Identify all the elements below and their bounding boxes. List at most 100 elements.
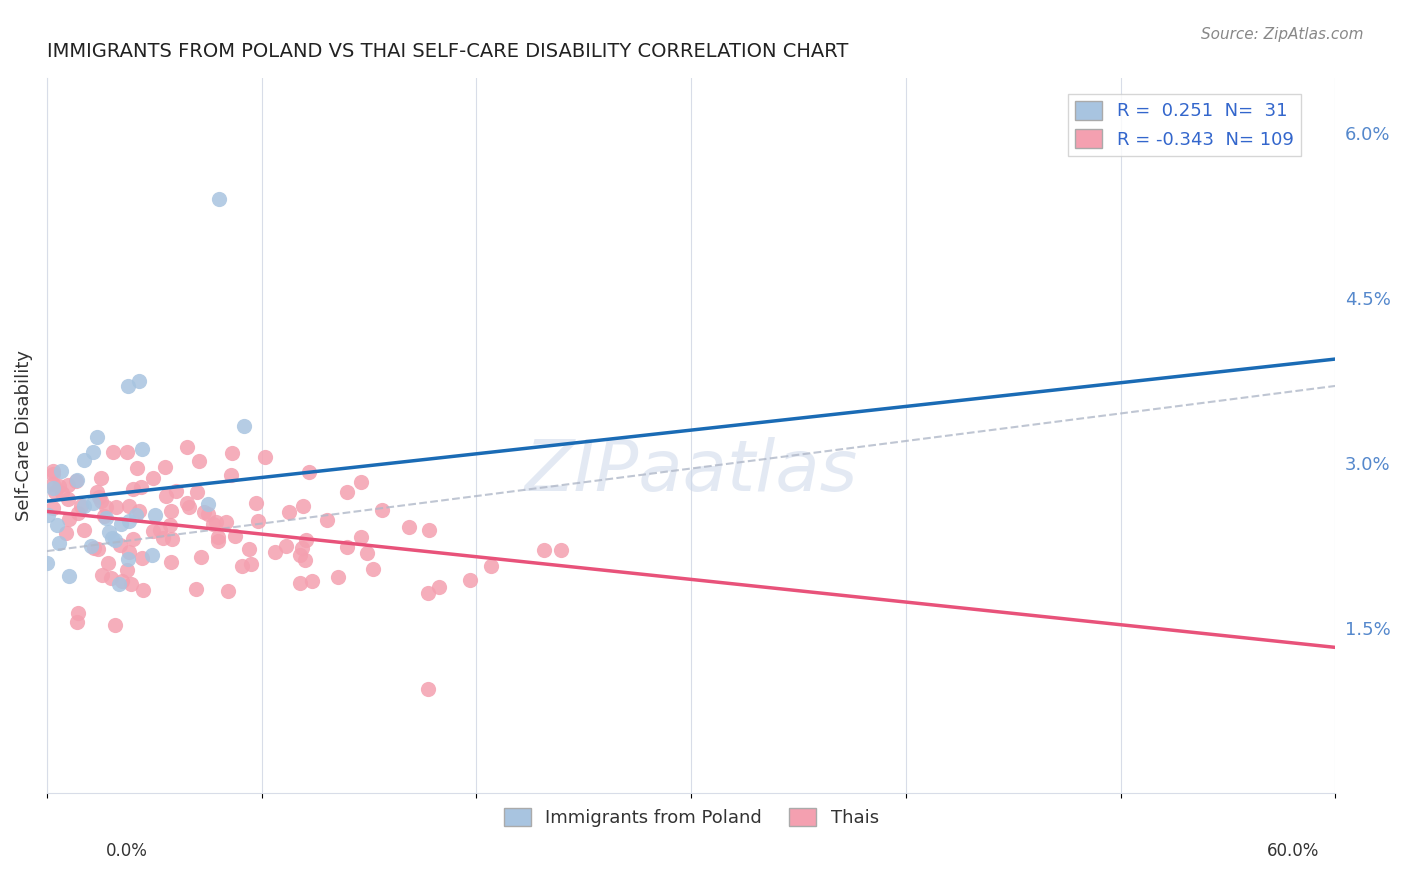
Point <box>186 485 208 500</box>
Text: 60.0%: 60.0% <box>1267 842 1320 860</box>
Point <box>214 515 236 529</box>
Point <box>83 541 105 555</box>
Point <box>128 374 150 388</box>
Point <box>117 379 139 393</box>
Point <box>96 500 118 514</box>
Point <box>550 543 572 558</box>
Point <box>533 543 555 558</box>
Point <box>66 507 89 521</box>
Point <box>72 453 94 467</box>
Point <box>197 507 219 521</box>
Point <box>238 542 260 557</box>
Point <box>356 546 378 560</box>
Point <box>108 538 131 552</box>
Point <box>100 571 122 585</box>
Point <box>127 461 149 475</box>
Point <box>349 530 371 544</box>
Point <box>58 512 80 526</box>
Point <box>94 511 117 525</box>
Text: 0.0%: 0.0% <box>105 842 148 860</box>
Point <box>176 496 198 510</box>
Point <box>87 542 110 557</box>
Point <box>122 532 145 546</box>
Point <box>118 514 141 528</box>
Point <box>48 479 70 493</box>
Point <box>288 548 311 562</box>
Point <box>155 489 177 503</box>
Point <box>118 544 141 558</box>
Point <box>93 509 115 524</box>
Point <box>86 430 108 444</box>
Point <box>208 192 231 206</box>
Point <box>58 478 80 492</box>
Point <box>58 491 80 506</box>
Point <box>37 508 59 523</box>
Point <box>97 525 120 540</box>
Point <box>162 532 184 546</box>
Point <box>118 500 141 514</box>
Point <box>101 445 124 459</box>
Point <box>197 497 219 511</box>
Point <box>205 515 228 529</box>
Point <box>479 558 502 573</box>
Point <box>274 539 297 553</box>
Point <box>159 518 181 533</box>
Point <box>416 586 439 600</box>
Point <box>73 523 96 537</box>
Point <box>458 573 481 587</box>
Point <box>131 442 153 457</box>
Point <box>82 496 104 510</box>
Point <box>326 570 349 584</box>
Point <box>90 471 112 485</box>
Point <box>155 459 177 474</box>
Point <box>159 504 181 518</box>
Point <box>105 500 128 514</box>
Point <box>132 582 155 597</box>
Point <box>418 523 440 537</box>
Text: ZIPaatlas: ZIPaatlas <box>524 437 858 506</box>
Text: IMMIGRANTS FROM POLAND VS THAI SELF-CARE DISABILITY CORRELATION CHART: IMMIGRANTS FROM POLAND VS THAI SELF-CARE… <box>46 42 848 61</box>
Point <box>86 484 108 499</box>
Point <box>142 524 165 539</box>
Point <box>125 508 148 522</box>
Point <box>221 446 243 460</box>
Point <box>51 485 73 500</box>
Point <box>117 552 139 566</box>
Legend: Immigrants from Poland, Thais: Immigrants from Poland, Thais <box>496 801 886 834</box>
Point <box>219 467 242 482</box>
Point <box>89 490 111 504</box>
Point <box>207 530 229 544</box>
Point <box>73 499 96 513</box>
Point <box>193 505 215 519</box>
Point <box>336 484 359 499</box>
Point <box>160 555 183 569</box>
Point <box>294 553 316 567</box>
Point <box>277 505 299 519</box>
Point <box>100 531 122 545</box>
Point <box>188 454 211 468</box>
Point <box>263 544 285 558</box>
Point <box>90 494 112 508</box>
Point <box>350 475 373 490</box>
Point <box>58 568 80 582</box>
Point <box>42 481 65 495</box>
Point <box>301 574 323 589</box>
Point <box>48 536 70 550</box>
Point <box>115 563 138 577</box>
Point <box>398 520 420 534</box>
Point <box>129 480 152 494</box>
Point <box>69 499 91 513</box>
Y-axis label: Self-Care Disability: Self-Care Disability <box>15 350 32 521</box>
Point <box>292 499 315 513</box>
Point <box>298 465 321 479</box>
Point <box>186 582 208 597</box>
Point <box>148 523 170 537</box>
Point <box>66 473 89 487</box>
Point <box>117 444 139 458</box>
Point <box>42 464 65 478</box>
Point <box>371 503 394 517</box>
Point <box>143 508 166 522</box>
Point <box>42 501 65 516</box>
Point <box>44 485 66 500</box>
Point <box>104 618 127 632</box>
